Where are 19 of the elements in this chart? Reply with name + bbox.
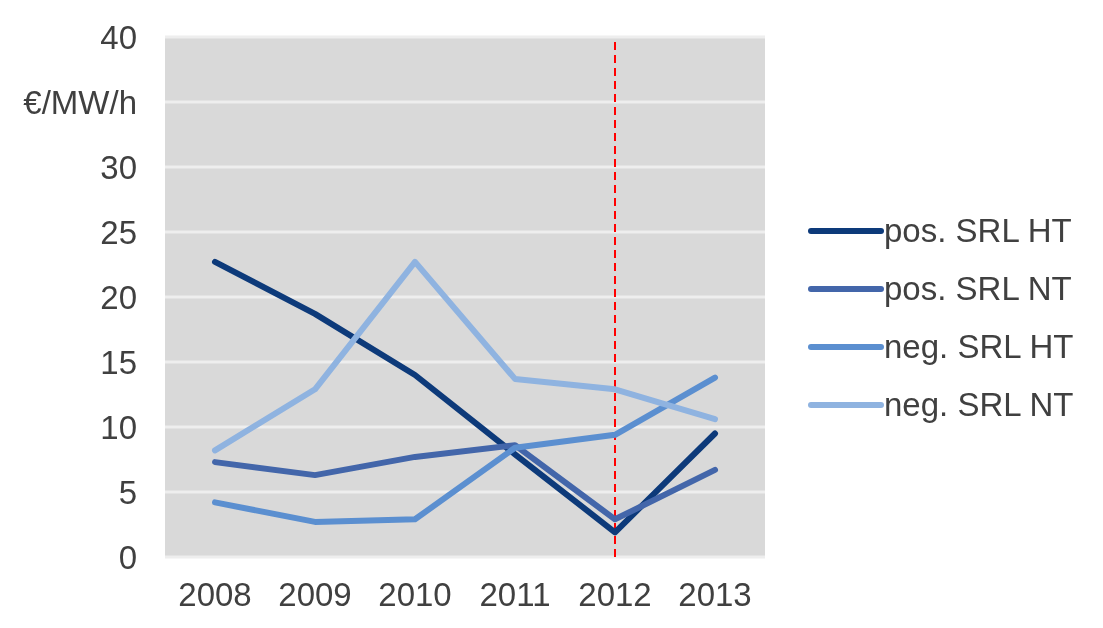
legend-label: pos. SRL HT: [884, 212, 1072, 250]
legend-label: neg. SRL HT: [884, 328, 1074, 366]
y-tick-label: 25: [100, 213, 137, 251]
y-tick-label: 20: [100, 278, 137, 316]
y-tick-label: 40: [100, 18, 137, 56]
y-tick-label: 10: [100, 408, 137, 446]
y-tick-label: 0: [118, 538, 137, 576]
x-tick-label: 2009: [278, 576, 352, 614]
y-tick-label: 5: [118, 473, 137, 511]
x-tick-label: 2010: [378, 576, 452, 614]
legend-label: neg. SRL NT: [884, 386, 1074, 424]
x-tick-label: 2013: [678, 576, 752, 614]
y-tick-label: €/MW/h: [23, 83, 137, 121]
y-tick-label: 15: [100, 343, 137, 381]
x-tick-label: 2011: [479, 576, 551, 614]
legend-label: pos. SRL NT: [884, 270, 1072, 308]
y-tick-label: 30: [100, 148, 137, 186]
x-tick-label: 2008: [178, 576, 252, 614]
x-tick-label: 2012: [578, 576, 652, 614]
